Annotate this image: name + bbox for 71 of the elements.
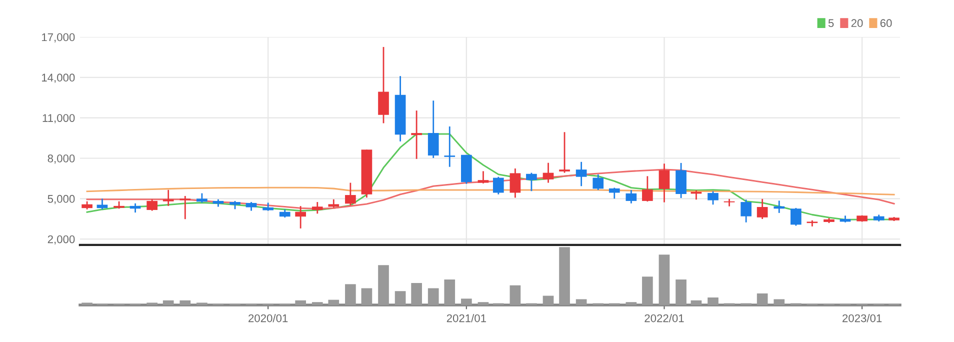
- legend-label: 20: [851, 19, 863, 28]
- y-tick-label: 2,000: [48, 235, 75, 245]
- bar: [774, 299, 785, 305]
- bar: [542, 296, 554, 305]
- candlestick: [411, 110, 422, 160]
- candlestick: [180, 195, 191, 220]
- bar: [411, 283, 422, 305]
- bar: [361, 288, 372, 305]
- candlestick: [576, 161, 587, 187]
- candlestick: [295, 205, 306, 230]
- candlestick: [96, 198, 108, 210]
- bar: [756, 293, 768, 305]
- x-tick-label: 2023/01: [842, 314, 882, 322]
- x-tick-label: 2022/01: [644, 314, 684, 322]
- bar: [444, 280, 456, 305]
- bar: [676, 280, 686, 305]
- bar: [328, 300, 340, 305]
- candlestick: [428, 100, 439, 159]
- y-tick-label: 17,000: [42, 33, 75, 42]
- bar: [626, 302, 637, 305]
- candlestick: [162, 189, 174, 207]
- candlestick: [146, 198, 158, 212]
- candlestick: [592, 174, 604, 191]
- bar: [559, 247, 570, 305]
- candlestick: [642, 175, 653, 202]
- y-tick-label: 14,000: [42, 74, 75, 83]
- bar: [478, 302, 489, 305]
- legend-label: 5: [828, 19, 834, 28]
- bar: [461, 298, 472, 305]
- legend-label: 60: [880, 19, 892, 28]
- bar: [658, 254, 670, 305]
- candlestick: [492, 176, 504, 196]
- y-tick-label: 11,000: [42, 114, 75, 124]
- y-tick-label: 5,000: [48, 194, 75, 204]
- candlestick: [724, 198, 735, 208]
- y-tick-label: 8,000: [48, 154, 75, 164]
- candlestick: [345, 182, 356, 206]
- x-tick-label: 2021/01: [446, 314, 486, 322]
- bar: [378, 265, 389, 305]
- bar: [642, 276, 653, 305]
- bar: [576, 299, 587, 305]
- candlestick: [478, 170, 489, 184]
- candlestick: [196, 192, 208, 204]
- candlestick: [559, 131, 570, 174]
- candlestick: [378, 46, 389, 124]
- candlestick: [312, 201, 323, 214]
- line-series: [86, 168, 895, 210]
- bar: [394, 291, 406, 305]
- candlestick: [444, 126, 456, 168]
- candlestick: [608, 187, 620, 200]
- bar: [510, 285, 521, 305]
- bar: [690, 300, 702, 305]
- candlestick: [708, 190, 718, 206]
- bar: [345, 284, 356, 305]
- x-tick-label: 2020/01: [248, 314, 288, 322]
- candlestick: [756, 198, 768, 220]
- candlestick: [790, 207, 802, 226]
- candlestick: [658, 162, 670, 203]
- candlestick: [626, 189, 637, 204]
- candlestick: [542, 162, 554, 184]
- candlestick: [510, 168, 521, 198]
- bar: [708, 297, 718, 305]
- candlestick: [130, 202, 141, 214]
- bar: [162, 300, 174, 305]
- bar: [428, 288, 439, 305]
- candlestick: [676, 162, 686, 199]
- bar: [180, 300, 191, 305]
- candlestick: [740, 198, 752, 224]
- bar: [312, 302, 323, 305]
- bar: [295, 300, 306, 305]
- candlestick: [526, 172, 537, 192]
